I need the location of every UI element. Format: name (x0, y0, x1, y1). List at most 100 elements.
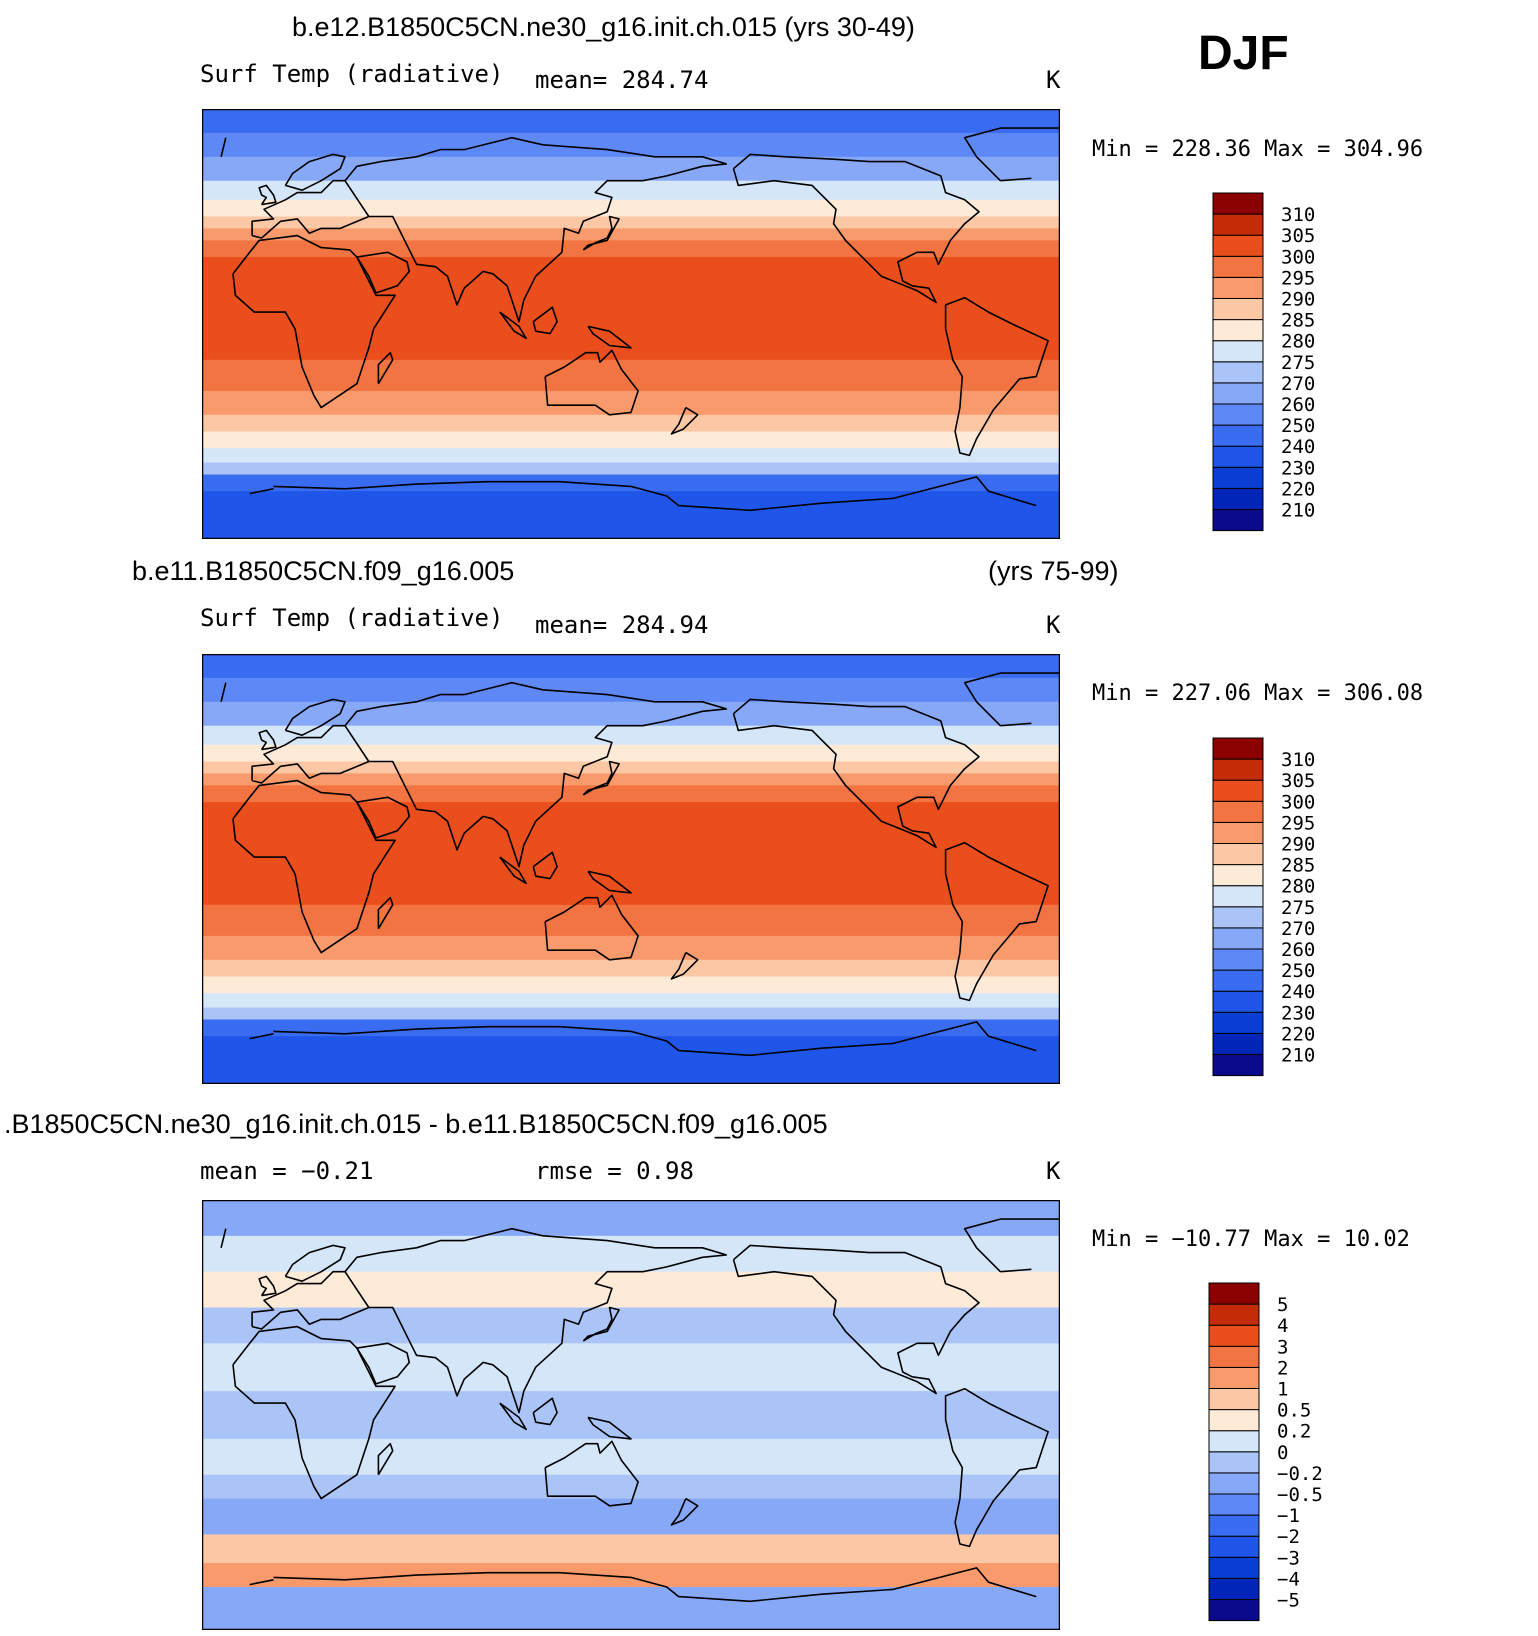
colorbar-swatch (1212, 906, 1264, 929)
colorbar-tick-label: 240 (1281, 436, 1315, 458)
coastline (587, 870, 632, 894)
colorbar-tick-label: −1 (1277, 1505, 1300, 1527)
coastline (587, 1416, 632, 1440)
colorbar-tick-label: 270 (1281, 918, 1315, 940)
colorbar-tick-label: −4 (1277, 1568, 1300, 1590)
colorbar-swatch (1208, 1493, 1260, 1516)
colorbar-swatch (1212, 927, 1264, 950)
colorbar-tick-label: 0 (1277, 1442, 1288, 1464)
colorbar-swatch (1208, 1345, 1260, 1368)
colorbar-swatch (1212, 382, 1264, 405)
coastline (544, 894, 639, 961)
colorbar-tick-label: 280 (1281, 331, 1315, 353)
colorbar-swatch (1208, 1577, 1260, 1600)
coastline (532, 1397, 558, 1426)
panel1-variable-label: Surf Temp (radiative) (200, 60, 504, 88)
map-frame (202, 109, 1060, 539)
temperature-band (202, 1200, 1060, 1237)
temperature-band (202, 993, 1060, 1009)
colorbar-swatch (1212, 319, 1264, 342)
coastline (732, 1244, 980, 1395)
colorbar-tick-label: 250 (1281, 960, 1315, 982)
temperature-band (202, 785, 1060, 803)
temperature-band (202, 216, 1060, 229)
colorbar-swatch (1208, 1409, 1260, 1432)
panel3-mean-label: mean = −0.21 (200, 1157, 374, 1185)
panel1-case-title: b.e12.B1850C5CN.ne30_g16.init.ch.015 (yr… (292, 12, 915, 42)
temperature-band (202, 904, 1060, 937)
coastline (249, 1567, 1037, 1603)
temperature-band (202, 1534, 1060, 1564)
colorbar-swatch (1212, 424, 1264, 447)
temperature-band (202, 1563, 1060, 1588)
panel3-units-label: K (1046, 1157, 1061, 1185)
panel2-mean-label: mean= 284.94 (535, 611, 709, 639)
colorbar-tick-label: 2 (1277, 1357, 1288, 1379)
colorbar-swatch (1212, 779, 1264, 802)
panel1-minmax-label: Min = 228.36 Max = 304.96 (1092, 137, 1424, 162)
colorbar-tick-label: 305 (1281, 225, 1315, 247)
coastline (220, 672, 1060, 727)
colorbar-tick-label: 230 (1281, 1002, 1315, 1024)
colorbar-tick-label: 230 (1281, 457, 1315, 479)
temperature-band (202, 462, 1060, 475)
colorbar-tick-label: 250 (1281, 415, 1315, 437)
colorbar-swatch (1208, 1282, 1260, 1305)
colorbar-tick-label: −3 (1277, 1547, 1300, 1569)
colorbar-tick-label: 220 (1281, 1023, 1315, 1045)
colorbar-swatch (1212, 340, 1264, 363)
coastline (284, 698, 346, 736)
colorbar-tick-label: 280 (1281, 876, 1315, 898)
temperature-band (202, 1391, 1060, 1440)
temperature-band (202, 1007, 1060, 1020)
coastline (284, 1244, 346, 1282)
temperature-band (202, 976, 1060, 994)
colorbar-swatch (1212, 990, 1264, 1013)
temperature-band (202, 199, 1060, 217)
coastlines (220, 1218, 1060, 1603)
colorbar-swatch (1212, 466, 1264, 489)
panel2-units-label: K (1046, 611, 1061, 639)
coastline (258, 1275, 277, 1297)
temperature-band (202, 359, 1060, 392)
temperature-band (202, 1438, 1060, 1476)
panel2-years-label: (yrs 75-99) (988, 556, 1119, 586)
temperature-band (202, 1036, 1060, 1084)
colorbar-swatch (1212, 487, 1264, 510)
colorbar-swatch (1212, 1032, 1264, 1055)
temperature-band (202, 474, 1060, 492)
panel2-map (202, 654, 1060, 1084)
temperature-band (202, 761, 1060, 774)
colorbar-swatch (1212, 948, 1264, 971)
colorbar-swatch (1212, 361, 1264, 384)
coastline (356, 251, 411, 294)
coastline (258, 729, 277, 751)
coastline (377, 351, 394, 385)
coastline (251, 724, 370, 784)
colorbar-swatch (1208, 1366, 1260, 1390)
coastline (582, 215, 620, 251)
colorbar-tick-label: 4 (1277, 1315, 1288, 1337)
coastlines (220, 672, 1060, 1057)
colorbar-swatch (1212, 885, 1264, 908)
panel1-map (202, 109, 1060, 539)
colorbar-tick-label: 240 (1281, 981, 1315, 1003)
temperature-band (202, 744, 1060, 762)
colorbar-tick-label: 295 (1281, 812, 1315, 834)
colorbar-tick-label: 0.5 (1277, 1400, 1311, 1422)
coastlines (220, 127, 1060, 512)
coastline (582, 1306, 620, 1342)
colorbar-tick-label: −2 (1277, 1526, 1300, 1548)
temperature-band (202, 1343, 1060, 1392)
temperature-band (202, 228, 1060, 241)
temperature-band (202, 654, 1060, 679)
temperature-band (202, 448, 1060, 464)
colorbar-tick-label: 260 (1281, 394, 1315, 416)
temperature-band (202, 240, 1060, 258)
panel2-minmax-label: Min = 227.06 Max = 306.08 (1092, 681, 1424, 706)
coastline (532, 306, 558, 335)
colorbar-swatch (1212, 192, 1264, 215)
colorbar-swatch (1208, 1535, 1260, 1558)
colorbar-tick-label: 0.2 (1277, 1421, 1311, 1443)
